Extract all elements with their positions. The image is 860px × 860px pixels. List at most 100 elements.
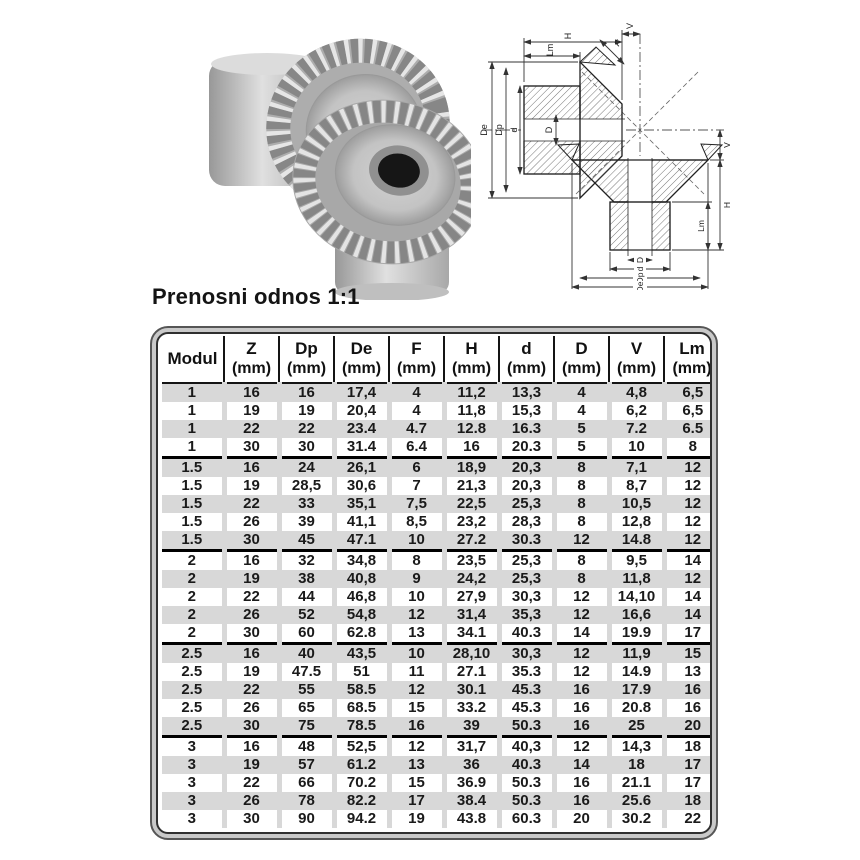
table-row: 1 19 19 20,4 4 11,8 15,3 4 6,2 6,5 xyxy=(162,402,710,420)
cell-Z: 19 xyxy=(221,477,279,495)
cell-V: 4,8 xyxy=(606,383,664,402)
cell-Z: 19 xyxy=(221,570,279,588)
cell-d: 50.3 xyxy=(496,792,554,810)
cell-V: 12,8 xyxy=(606,513,664,531)
cell-V: 25.6 xyxy=(606,792,664,810)
cell-V: 6,2 xyxy=(606,402,664,420)
cell-D: 14 xyxy=(551,624,609,644)
cell-V: 11,9 xyxy=(606,642,664,663)
cell-De: 94.2 xyxy=(331,810,389,828)
cell-De: 40,8 xyxy=(331,570,389,588)
cell-De: 23.4 xyxy=(331,420,389,438)
cell-Lm: 12 xyxy=(661,531,710,551)
cell-De: 31.4 xyxy=(331,438,389,458)
cell-D: 20 xyxy=(551,810,609,828)
cell-Lm: 16 xyxy=(661,681,710,699)
cell-d: 40,3 xyxy=(496,735,554,756)
cell-H: 23,5 xyxy=(441,549,499,570)
cell-F: 10 xyxy=(386,588,444,606)
cell-modul: 2 xyxy=(162,570,224,588)
table-row: 1.5 22 33 35,1 7,5 22,5 25,3 8 10,5 12 xyxy=(162,495,710,513)
cell-Lm: 22 xyxy=(661,810,710,828)
cell-Lm: 18 xyxy=(661,792,710,810)
cell-Z: 30 xyxy=(221,717,279,737)
cell-De: 58.5 xyxy=(331,681,389,699)
cell-modul: 2 xyxy=(162,606,224,624)
cell-D: 5 xyxy=(551,420,609,438)
cell-H: 36 xyxy=(441,756,499,774)
cell-D: 16 xyxy=(551,774,609,792)
cell-Z: 16 xyxy=(221,735,279,756)
cell-F: 12 xyxy=(386,606,444,624)
cell-H: 31,7 xyxy=(441,735,499,756)
cell-De: 51 xyxy=(331,663,389,681)
cell-H: 11,8 xyxy=(441,402,499,420)
dim-label-Lm: Lm xyxy=(545,44,555,57)
cell-D: 14 xyxy=(551,756,609,774)
cell-Dp: 45 xyxy=(276,531,334,551)
cell-V: 9,5 xyxy=(606,549,664,570)
cell-Z: 19 xyxy=(221,663,279,681)
cell-Dp: 47.5 xyxy=(276,663,334,681)
cell-modul: 1 xyxy=(162,438,224,458)
cell-Z: 26 xyxy=(221,792,279,810)
cell-H: 38.4 xyxy=(441,792,499,810)
cell-d: 35,3 xyxy=(496,606,554,624)
gear-upper-bore xyxy=(521,119,625,141)
cell-D: 12 xyxy=(551,642,609,663)
cell-V: 14.9 xyxy=(606,663,664,681)
table-row: 2.5 19 47.5 51 11 27.1 35.3 12 14.9 13 xyxy=(162,663,710,681)
cell-H: 31,4 xyxy=(441,606,499,624)
cell-Lm: 12 xyxy=(661,495,710,513)
page-title: Prenosni odnos 1:1 xyxy=(152,284,360,309)
cell-Dp: 30 xyxy=(276,438,334,458)
cell-Dp: 78 xyxy=(276,792,334,810)
cell-D: 12 xyxy=(551,531,609,551)
cell-Z: 30 xyxy=(221,531,279,551)
cell-F: 6 xyxy=(386,456,444,477)
cell-Lm: 17 xyxy=(661,756,710,774)
cell-Lm: 6,5 xyxy=(661,383,710,402)
cell-F: 17 xyxy=(386,792,444,810)
dim-label-d: d xyxy=(509,127,519,132)
cell-De: 17,4 xyxy=(331,383,389,402)
cell-modul: 3 xyxy=(162,810,224,828)
cell-Z: 16 xyxy=(221,549,279,570)
dim-label-Lm2: Lm xyxy=(696,220,706,232)
cell-Lm: 12 xyxy=(661,513,710,531)
cell-modul: 3 xyxy=(162,756,224,774)
table-row: 2 30 60 62.8 13 34.1 40.3 14 19.9 17 xyxy=(162,624,710,644)
cell-Lm: 14 xyxy=(661,549,710,570)
cell-modul: 1.5 xyxy=(162,456,224,477)
cell-D: 12 xyxy=(551,606,609,624)
cell-Lm: 15 xyxy=(661,642,710,663)
cell-modul: 2 xyxy=(162,588,224,606)
cell-H: 27.2 xyxy=(441,531,499,551)
cell-modul: 1 xyxy=(162,420,224,438)
cell-F: 16 xyxy=(386,717,444,737)
cell-V: 16,6 xyxy=(606,606,664,624)
cell-H: 27,9 xyxy=(441,588,499,606)
cell-V: 17.9 xyxy=(606,681,664,699)
cell-De: 82.2 xyxy=(331,792,389,810)
cell-Dp: 24 xyxy=(276,456,334,477)
table-frame-inner: Modul Z (mm) Dp (mm) De (mm) F (mm) H (mm) d (mm) D (m… xyxy=(156,332,712,834)
cell-Lm: 20 xyxy=(661,717,710,737)
cell-V: 18 xyxy=(606,756,664,774)
cell-F: 4 xyxy=(386,402,444,420)
cell-D: 16 xyxy=(551,792,609,810)
dim-label-Dp2: Dp xyxy=(635,272,645,283)
cell-d: 45.3 xyxy=(496,681,554,699)
cell-H: 11,2 xyxy=(441,383,499,402)
cell-De: 62.8 xyxy=(331,624,389,644)
table-row: 1.5 26 39 41,1 8,5 23,2 28,3 8 12,8 12 xyxy=(162,513,710,531)
cell-V: 7.2 xyxy=(606,420,664,438)
table-row: 2.5 22 55 58.5 12 30.1 45.3 16 17.9 16 xyxy=(162,681,710,699)
cell-Dp: 28,5 xyxy=(276,477,334,495)
cell-H: 43.8 xyxy=(441,810,499,828)
cell-Dp: 44 xyxy=(276,588,334,606)
dim-label-H2: H xyxy=(722,202,730,208)
col-header-D: D (mm) xyxy=(553,336,609,384)
cell-Z: 26 xyxy=(221,513,279,531)
